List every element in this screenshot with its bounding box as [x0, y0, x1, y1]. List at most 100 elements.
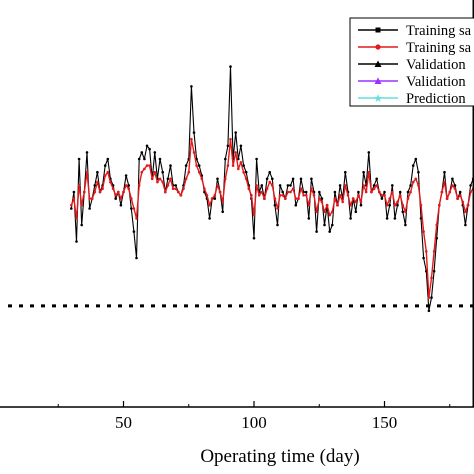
series-0-point — [432, 269, 436, 273]
series-0-point — [393, 217, 397, 220]
series-1-point — [331, 210, 334, 214]
legend-marker — [374, 77, 382, 84]
series-0-point — [70, 207, 73, 210]
series-0-point — [229, 65, 232, 68]
series-1-point — [286, 190, 290, 194]
series-1-point — [114, 194, 117, 197]
series-0-point — [273, 203, 277, 207]
series-0-point — [401, 210, 405, 214]
series-1-point — [250, 194, 253, 197]
series-1-point — [177, 190, 180, 194]
series-1-point — [210, 197, 214, 200]
series-0-point — [354, 210, 358, 214]
series-0-point — [328, 230, 332, 233]
series-1-point — [318, 197, 321, 200]
series-1-point — [171, 187, 175, 190]
series-1-point — [383, 194, 386, 197]
series-1-point — [140, 170, 144, 174]
series-1-point — [93, 190, 97, 194]
series-1-point — [77, 184, 81, 187]
series-0-point — [239, 144, 243, 148]
series-1-point — [304, 194, 308, 197]
series-1-point — [257, 194, 261, 197]
x-tick-label: 100 — [241, 413, 267, 432]
series-1-point — [88, 197, 91, 200]
series-1-point — [247, 187, 251, 190]
series-0-point — [307, 217, 311, 220]
series-1-point — [354, 200, 358, 204]
series-1-point — [294, 197, 298, 200]
legend-marker — [375, 27, 381, 33]
series-1-point — [297, 197, 300, 200]
series-0-point — [320, 197, 324, 200]
series-1-point — [401, 203, 405, 207]
series-0-point — [106, 157, 110, 161]
series-0-point — [411, 164, 415, 167]
series-0-point — [281, 190, 285, 194]
series-1-point — [464, 210, 467, 214]
series-1-point — [127, 187, 130, 190]
series-0-point — [383, 190, 386, 194]
series-0-point — [174, 184, 177, 187]
series-0-point — [72, 190, 76, 194]
series-0-point — [127, 184, 130, 187]
series-0-point — [385, 217, 389, 220]
series-1-point — [357, 194, 360, 197]
series-1-point — [101, 187, 104, 190]
series-1-point — [414, 177, 418, 181]
series-1-point — [208, 203, 211, 207]
series-1-point — [80, 203, 83, 207]
series-0-point — [291, 177, 295, 181]
series-0-point — [184, 164, 188, 167]
series-1-point — [150, 177, 154, 181]
series-0-point — [234, 131, 237, 134]
series-0-point — [318, 190, 321, 194]
series-1-point — [346, 194, 350, 197]
series-1-point — [404, 210, 407, 214]
series-1-point — [106, 170, 110, 174]
series-0-point — [132, 230, 136, 233]
series-1-point — [391, 190, 394, 194]
series-1-point — [90, 197, 94, 200]
series-1-point — [299, 187, 303, 190]
series-0-point — [380, 197, 384, 200]
series-1-point — [406, 197, 410, 200]
series-1-point — [192, 151, 196, 154]
series-0-point — [135, 256, 138, 260]
series-0-point — [119, 203, 123, 207]
series-0-point — [226, 144, 230, 148]
series-0-point — [331, 223, 334, 227]
series-1-point — [224, 177, 227, 181]
series-1-point — [378, 190, 381, 194]
series-0-point — [469, 184, 472, 187]
series-0-point — [289, 184, 292, 187]
series-1-point — [117, 190, 120, 194]
series-1-point — [419, 203, 423, 207]
series-1-point — [323, 210, 326, 214]
series-1-point — [425, 250, 428, 253]
series-0-point — [137, 157, 141, 161]
series-0-point — [237, 157, 240, 161]
series-0-point — [406, 190, 410, 194]
series-0-point — [362, 170, 365, 174]
series-0-point — [96, 170, 99, 174]
series-0-point — [427, 309, 431, 313]
series-1-point — [466, 203, 470, 207]
series-1-point — [448, 190, 452, 194]
series-0-point — [417, 170, 420, 174]
series-0-point — [372, 184, 376, 187]
series-1-point — [83, 190, 86, 194]
series-1-point — [137, 184, 141, 187]
series-1-point — [273, 197, 277, 200]
series-line-1 — [70, 138, 474, 299]
series-0-point — [315, 230, 318, 233]
series-0-point — [344, 170, 347, 174]
series-0-point — [260, 184, 264, 187]
series-1-point — [265, 187, 269, 190]
series-0-point — [161, 170, 164, 174]
series-0-point — [443, 170, 446, 174]
series-1-point — [229, 137, 232, 141]
series-1-point — [364, 190, 368, 194]
